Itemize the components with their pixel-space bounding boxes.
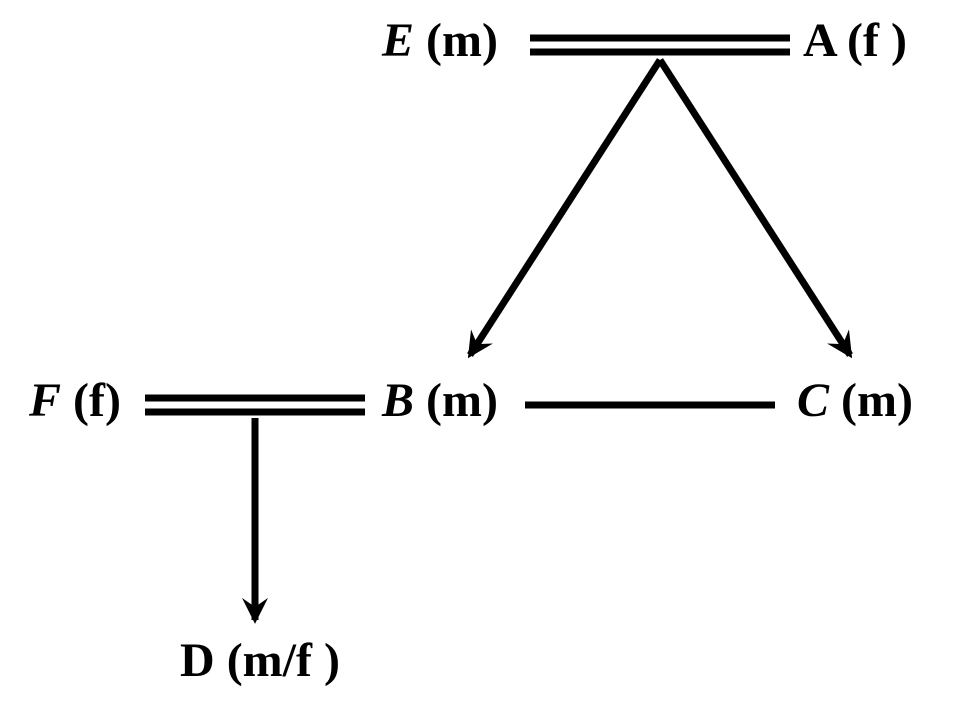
node-letter-D: D	[180, 634, 215, 687]
pedigree-diagram: E (m)A (f )F (f)B (m)C (m)D (m/f )	[0, 0, 954, 709]
node-label-F: F (f)	[28, 374, 121, 427]
diagram-background	[0, 0, 954, 709]
node-suffix-D: (m/f )	[215, 634, 340, 687]
node-suffix-C: (m)	[829, 374, 913, 427]
node-label-E: E (m)	[381, 14, 498, 67]
node-label-C: C (m)	[797, 374, 913, 427]
node-letter-E: E	[381, 14, 414, 67]
node-suffix-E: (m)	[414, 14, 498, 67]
node-label-B: B (m)	[381, 374, 498, 427]
node-letter-F: F	[28, 374, 61, 427]
node-letter-B: B	[381, 374, 414, 427]
node-label-A: A (f )	[803, 14, 907, 67]
node-letter-A: A	[803, 14, 838, 67]
node-suffix-F: (f)	[61, 374, 121, 427]
node-letter-C: C	[797, 374, 830, 427]
node-suffix-A: (f )	[835, 14, 907, 67]
node-label-D: D (m/f )	[180, 634, 340, 687]
node-suffix-B: (m)	[414, 374, 498, 427]
